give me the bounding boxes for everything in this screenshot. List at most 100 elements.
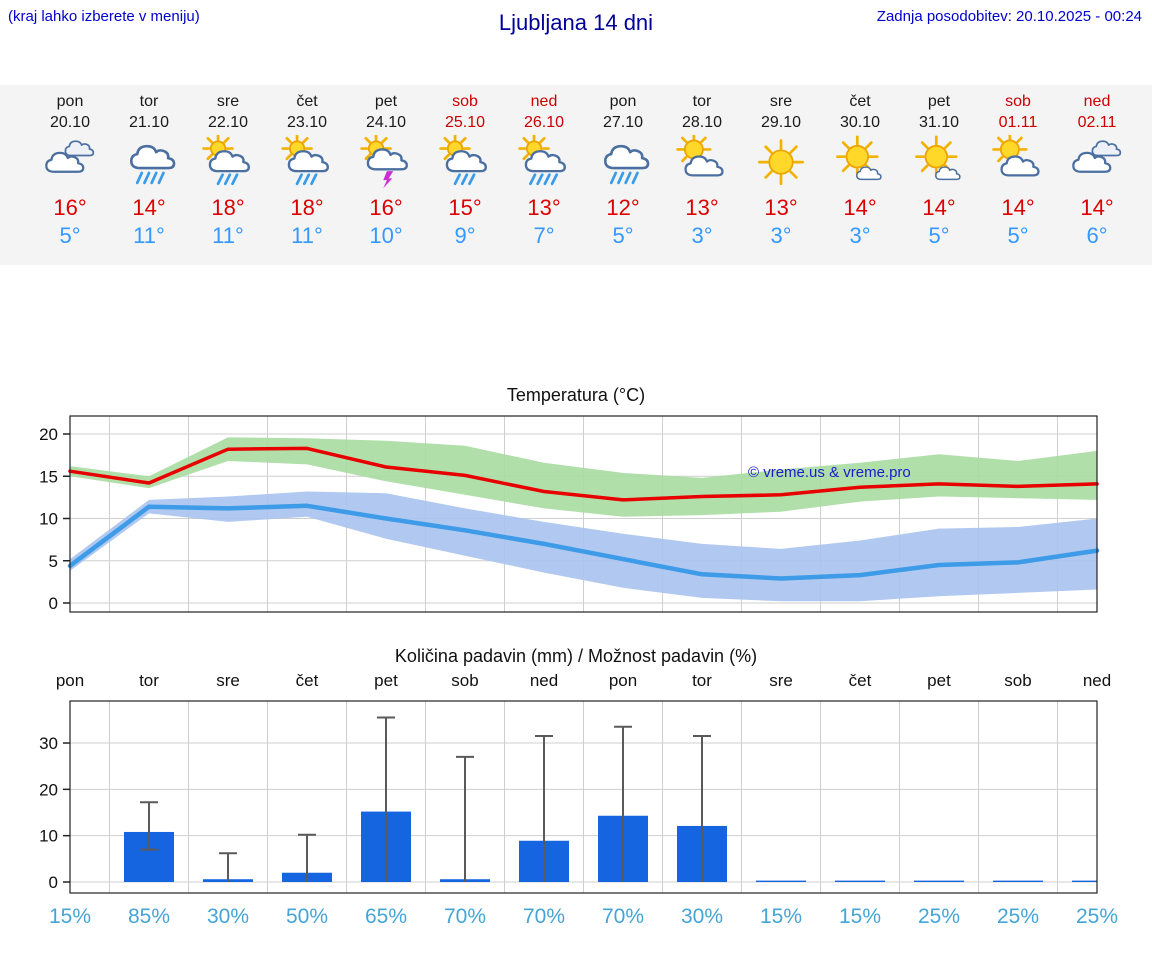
day-name: sre [769,93,793,110]
high-temp: 14° [132,195,166,220]
y-axis-label: 20 [39,780,58,799]
day-column-tor-21.10[interactable]: tor 21.10 14° 11° [110,85,189,265]
day-name: pet [927,93,951,110]
day-column-sob-25.10[interactable]: sob 25.10 15° 9° [426,85,505,265]
day-name: sob [452,93,478,110]
day-column-sre-22.10[interactable]: sre 22.10 18° 11° [189,85,268,265]
sun-rain-icon [189,133,268,193]
day-column-ned-26.10[interactable]: ned 26.10 13° 7° [505,85,584,265]
y-axis-label: 0 [49,594,58,613]
day-column-pet-31.10[interactable]: pet 31.10 14° 5° [900,85,979,265]
low-temp: 11° [291,223,323,248]
precip-probability: 30% [680,905,724,928]
day-date: 25.10 [444,114,486,131]
day-date: 26.10 [523,114,565,131]
day-name: sre [216,93,240,110]
daily-forecast-strip: pon 20.10 16° 5° tor 21.10 14° 11° sre 22.10 18° 11… [0,85,1152,265]
temperature-chart: 0 5 10 15 20 [39,415,1100,613]
precip-bar [914,880,964,882]
low-temp: 9° [454,223,476,248]
precip-probability: 15% [48,905,92,928]
precipitation-chart: 0 10 20 30 [39,700,1098,894]
precip-probability: 85% [127,905,171,928]
header: (kraj lahko izberete v meniju) Ljubljana… [0,0,1152,85]
precip-day-label: sre [216,671,240,690]
day-column-sob-01.11[interactable]: sob 01.11 14° 5° [979,85,1058,265]
day-column-pon-27.10[interactable]: pon 27.10 12° 5° [584,85,663,265]
low-temp: 5° [59,223,81,248]
precip-probability: 70% [601,905,645,928]
day-column-čet-23.10[interactable]: čet 23.10 18° 11° [268,85,347,265]
rain-icon [584,133,663,193]
low-temp: 5° [928,223,950,248]
menu-hint: (kraj lahko izberete v meniju) [8,8,200,25]
precip-probability: 65% [364,905,408,928]
temperature-chart-title: Temperatura (°C) [506,385,646,405]
day-name: sob [1005,93,1031,110]
precip-day-label: tor [692,671,712,690]
day-date: 27.10 [602,114,644,131]
high-temp: 15° [448,195,482,220]
low-temp: 11° [212,223,244,248]
day-column-pet-24.10[interactable]: pet 24.10 16° 10° [347,85,426,265]
day-date: 20.10 [49,114,91,131]
day-date: 02.11 [1077,114,1117,131]
high-temp: 14° [1080,195,1114,220]
precip-day-label: sre [769,671,793,690]
precip-day-label: ned [529,671,559,690]
precip-probability: 25% [917,905,961,928]
precip-probability: 15% [759,905,803,928]
sun-rain-icon [268,133,347,193]
max-temp-line [68,446,1099,502]
day-name: pon [609,93,637,110]
precip-probability-row: 15% 85% 30% 50% 65% 70% 70% 70% 30% 15% 15% 25% 25% 2… [0,903,1152,939]
precip-day-label: pon [55,671,85,690]
precip-day-label: pon [608,671,638,690]
precip-probability: 25% [1075,905,1119,928]
cloudy-icon [1058,133,1137,193]
day-column-tor-28.10[interactable]: tor 28.10 13° 3° [663,85,742,265]
sun-cloud-icon [979,133,1058,193]
weather-forecast-page: (kraj lahko izberete v meniju) Ljubljana… [0,0,1152,939]
high-temp: 13° [527,195,561,220]
day-date: 30.10 [839,114,881,131]
low-temp: 3° [770,223,792,248]
high-temp: 13° [685,195,719,220]
day-name: čet [296,93,318,110]
day-column-sre-29.10[interactable]: sre 29.10 13° 3° [742,85,821,265]
chart-frame [69,700,1098,894]
precip-day-label: ned [1082,671,1112,690]
high-temp: 18° [290,195,324,220]
high-temp: 14° [922,195,956,220]
low-temp: 10° [369,223,403,248]
low-temp: 6° [1086,223,1108,248]
watermark-link[interactable]: © vreme.us & vreme.pro [748,464,911,481]
precipitation-chart-section: Količina padavin (mm) / Možnost padavin … [0,646,1152,939]
day-column-pon-20.10[interactable]: pon 20.10 16° 5° [31,85,110,265]
low-temp: 5° [612,223,634,248]
day-date: 22.10 [207,114,249,131]
day-date: 31.10 [918,114,960,131]
precip-probability: 70% [522,905,566,928]
day-name: pon [56,93,84,110]
precip-bar [756,880,806,882]
high-temp: 16° [53,195,87,220]
precip-day-label: pet [927,671,951,690]
high-temp: 12° [606,195,640,220]
cloudy-icon [31,133,110,193]
precip-probability: 50% [285,905,329,928]
y-axis-label: 20 [39,425,58,444]
low-temp: 7° [533,223,555,248]
high-temp: 18° [211,195,245,220]
sun-storm-icon [347,133,426,193]
day-column-ned-02.11[interactable]: ned 02.11 14° 6° [1058,85,1137,265]
low-temp: 11° [133,223,165,248]
day-name: ned [530,93,558,110]
day-name: ned [1083,93,1111,110]
precip-day-label-row: pon tor sre čet pet sob ned pon tor sre čet pet sob n… [0,671,1152,695]
day-column-čet-30.10[interactable]: čet 30.10 14° 3° [821,85,900,265]
day-name: čet [849,93,871,110]
precip-bar [835,880,885,882]
day-date: 24.10 [365,114,407,131]
precip-day-label: čet [848,671,872,690]
